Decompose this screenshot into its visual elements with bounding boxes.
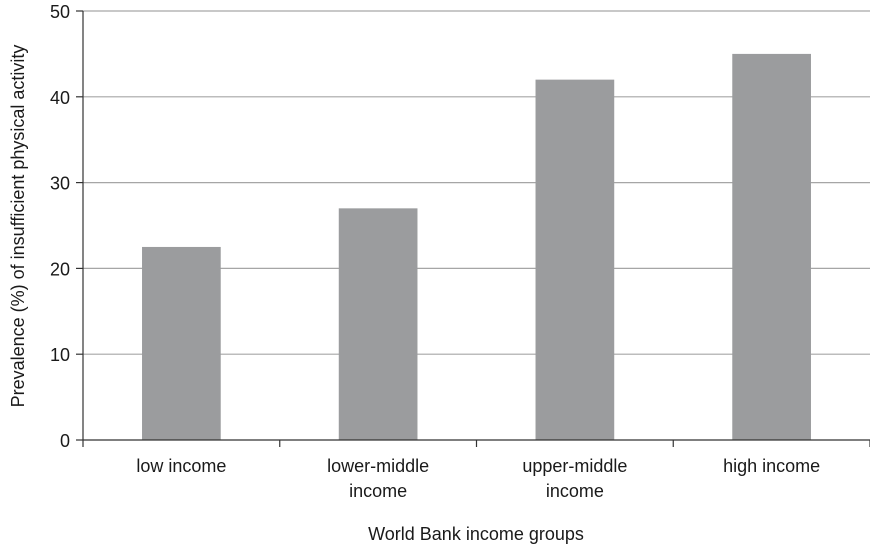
bars — [142, 53, 811, 441]
y-tick-label: 50 — [50, 2, 70, 22]
y-tick-label: 0 — [60, 431, 70, 451]
category-label: lower-middle — [327, 456, 429, 476]
category-label: income — [546, 481, 604, 501]
y-tick-label: 20 — [50, 259, 70, 279]
y-axis-title: Prevalence (%) of insufficient physical … — [8, 45, 28, 408]
axes — [76, 10, 870, 447]
bar — [732, 53, 811, 441]
category-label: low income — [136, 456, 226, 476]
bar — [338, 208, 418, 440]
category-label: upper-middle — [522, 456, 627, 476]
y-tick-label: 40 — [50, 88, 70, 108]
bar — [535, 79, 615, 440]
labels: 0 10 20 30 40 50 low income lower-middle income u… — [50, 2, 820, 501]
bar — [142, 246, 221, 440]
x-axis-title: World Bank income groups — [368, 524, 584, 544]
y-tick-label: 10 — [50, 345, 70, 365]
category-label: high income — [723, 456, 820, 476]
y-tick-label: 30 — [50, 174, 70, 194]
category-label: income — [349, 481, 407, 501]
